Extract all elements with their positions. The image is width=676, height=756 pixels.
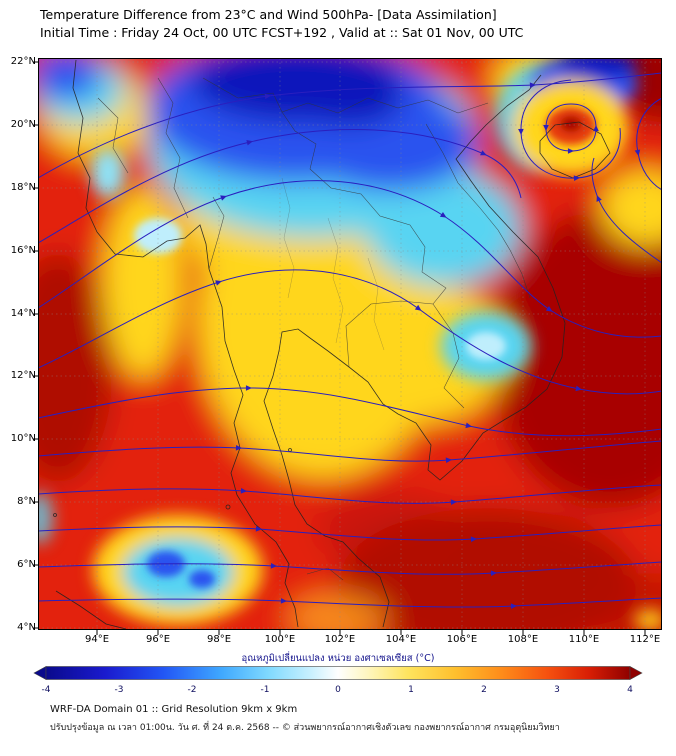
lon-tick-label: 96°E (145, 634, 171, 645)
colorbar-tick: 0 (335, 685, 341, 695)
colorbar: -4 -3 -2 -1 0 1 2 3 4 (33, 665, 643, 695)
lat-tick-label: 4°N (17, 622, 36, 633)
lon-tick-label: 100°E (264, 634, 296, 645)
lon-tick-label: 94°E (84, 634, 110, 645)
axis-ticks (33, 61, 646, 635)
colorbar-title: อุณหภูมิเปลี่ยนแปลง หน่วย องศาเซลเซียส (… (241, 653, 435, 664)
lat-tick-label: 20°N (10, 119, 36, 130)
colorbar-left-arrow (33, 665, 47, 681)
colorbar-right-arrow (629, 665, 643, 681)
lon-tick-label: 112°E (629, 634, 661, 645)
lon-tick-label: 110°E (568, 634, 600, 645)
colorbar-tick: 4 (627, 685, 633, 695)
colorbar-tick: -3 (115, 685, 124, 695)
colorbar-gradient (45, 666, 631, 680)
lat-tick-label: 6°N (17, 559, 36, 570)
temperature-field (38, 58, 662, 630)
lon-tick-label: 108°E (507, 634, 539, 645)
lon-tick-label: 104°E (385, 634, 417, 645)
page-title: Temperature Difference from 23°C and Win… (40, 7, 497, 22)
colorbar-tick: -4 (42, 685, 51, 695)
wind-streamlines (38, 72, 662, 609)
lon-tick-label: 98°E (206, 634, 232, 645)
colorbar-tick: 1 (408, 685, 414, 695)
footer-domain-info: WRF-DA Domain 01 :: Grid Resolution 9km … (50, 704, 298, 715)
lat-tick-label: 8°N (17, 496, 36, 507)
colorbar-tick: 2 (481, 685, 487, 695)
colorbar-tick: 3 (554, 685, 560, 695)
lat-tick-label: 14°N (10, 308, 36, 319)
colorbar-tick: -2 (188, 685, 197, 695)
lat-tick-label: 12°N (10, 370, 36, 381)
footer-update-info: ปรับปรุงข้อมูล ณ เวลา 01:00น. วัน ศ. ที่… (50, 723, 560, 733)
lat-tick-label: 10°N (10, 433, 36, 444)
lon-tick-label: 106°E (446, 634, 478, 645)
page-subtitle: Initial Time : Friday 24 Oct, 00 UTC FCS… (40, 25, 524, 40)
lon-tick-label: 102°E (324, 634, 356, 645)
colorbar-tick: -1 (261, 685, 270, 695)
map-frame (38, 58, 662, 630)
lat-tick-label: 16°N (10, 245, 36, 256)
map-canvas (33, 58, 662, 635)
lat-tick-label: 22°N (10, 56, 36, 67)
lat-tick-label: 18°N (10, 182, 36, 193)
